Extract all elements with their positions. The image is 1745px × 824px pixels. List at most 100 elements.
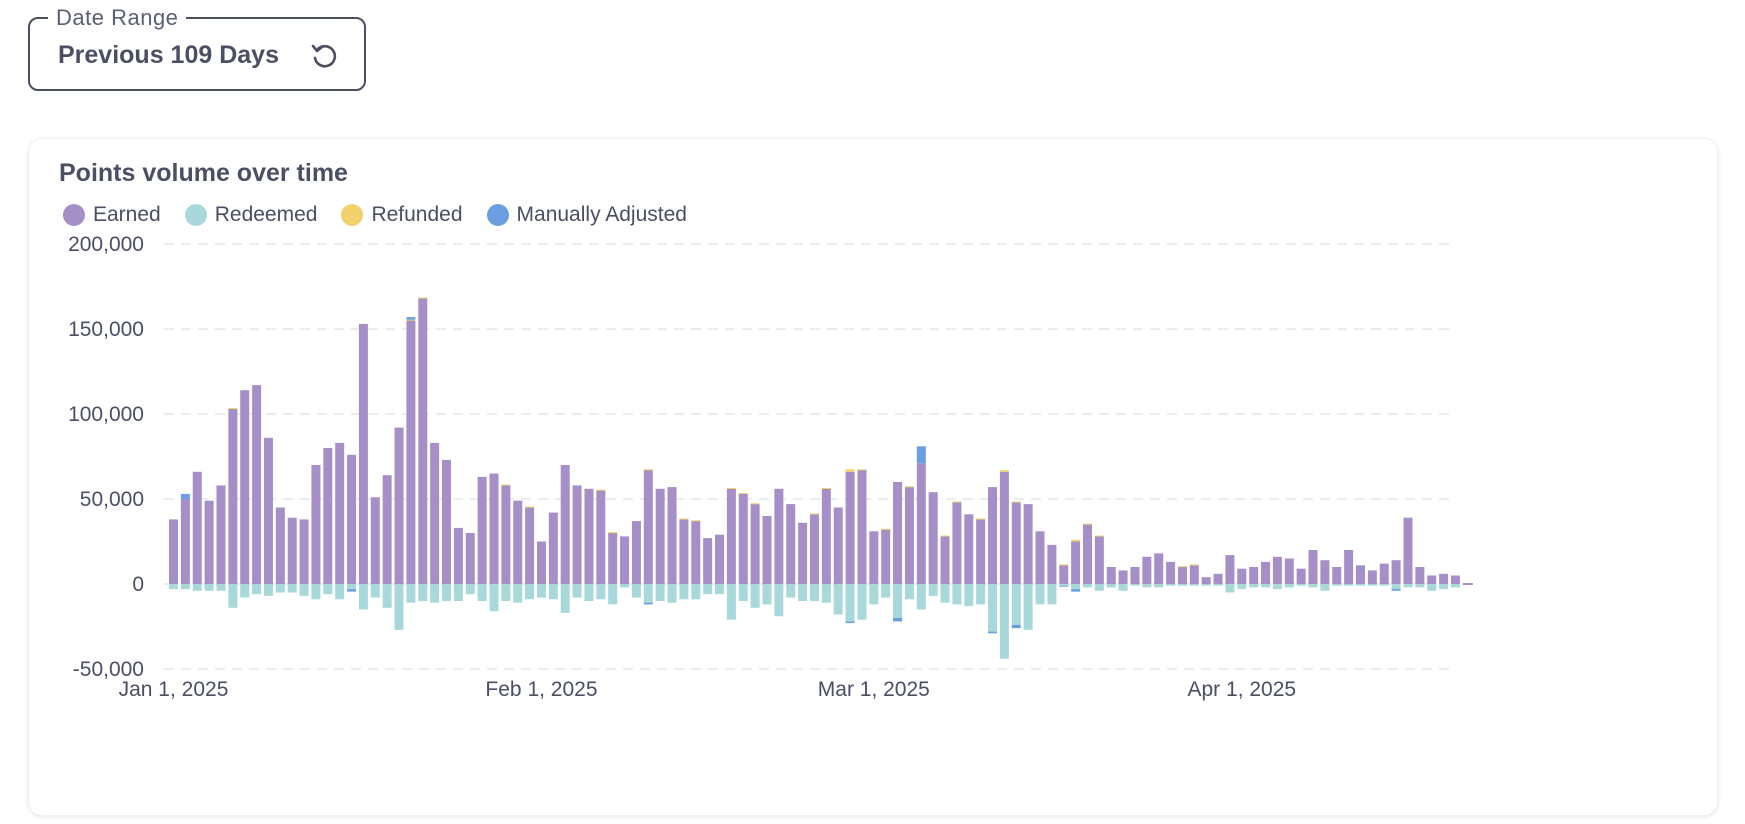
bar-redeemed [881, 584, 891, 598]
bar-redeemed [1082, 584, 1092, 588]
legend-item-redeemed[interactable]: Redeemed [184, 203, 317, 227]
bar-earned [631, 521, 641, 584]
bar-redeemed [857, 584, 867, 620]
bar-redeemed [453, 584, 463, 601]
bar-refunded [643, 469, 653, 471]
bar-earned [893, 482, 903, 584]
bar-earned [1035, 531, 1045, 584]
bar-earned [192, 471, 202, 584]
bar-earned [655, 488, 665, 584]
bar-earned [501, 485, 511, 584]
bar-refunded [1177, 566, 1187, 568]
bar-redeemed [1023, 584, 1033, 630]
bar-redeemed [608, 584, 618, 605]
legend-item-manually-adjusted[interactable]: Manually Adjusted [486, 203, 687, 227]
bar-earned [228, 408, 238, 584]
legend-dot-earned [63, 204, 85, 226]
bar-refunded [750, 503, 760, 505]
bar-redeemed [821, 584, 831, 603]
date-range-filter[interactable]: Date Range Previous 109 Days [28, 5, 366, 91]
bar-redeemed [382, 584, 392, 608]
bar-earned [1059, 565, 1069, 584]
bar-earned [762, 516, 772, 584]
bar-redeemed [1249, 584, 1259, 588]
bar-redeemed [418, 584, 428, 601]
bar-redeemed [976, 584, 986, 605]
legend-item-refunded[interactable]: Refunded [341, 203, 463, 227]
bar-redeemed [893, 584, 903, 618]
bar-redeemed [299, 584, 309, 596]
bar-earned [798, 522, 808, 584]
bar-redeemed [750, 584, 760, 608]
bar-redeemed [1450, 584, 1460, 588]
bar-redeemed [263, 584, 273, 596]
bar-manually-adjusted [1011, 624, 1021, 629]
bar-redeemed [1261, 584, 1271, 588]
bar-earned [287, 517, 297, 584]
bar-redeemed [798, 584, 808, 601]
bar-redeemed [477, 584, 487, 601]
bar-refunded [1071, 539, 1081, 542]
bar-manually-adjusted [643, 602, 653, 605]
bar-redeemed [703, 584, 713, 595]
bar-earned [275, 507, 285, 584]
bar-redeemed [370, 584, 380, 598]
points-volume-chart: -50,000 0 50,000 100,000 150,000 200,000 Jan 1… [68, 233, 1473, 701]
bar-earned [358, 323, 368, 584]
bar-earned [1011, 502, 1021, 584]
bar-earned [453, 527, 463, 584]
bar-earned [620, 536, 630, 584]
chart-card: Points volume over time Earned Redeemed … [28, 138, 1718, 816]
bar-redeemed [513, 584, 523, 603]
bar-redeemed [1284, 584, 1294, 588]
bar-earned [976, 519, 986, 584]
bar-earned [786, 504, 796, 584]
legend-dot-manually-adjusted [486, 204, 509, 226]
bar-redeemed [584, 584, 594, 601]
bar-earned [904, 487, 914, 584]
y-tick-label: 200,000 [68, 233, 144, 256]
bar-manually-adjusted [1391, 589, 1401, 591]
bar-refunded [881, 528, 891, 530]
bar-earned [1189, 565, 1199, 584]
bar-earned [204, 500, 214, 584]
bar-redeemed [169, 584, 178, 590]
reset-icon[interactable] [309, 41, 339, 71]
bar-earned [572, 485, 582, 584]
bar-refunded [525, 506, 535, 508]
bar-redeemed [1332, 584, 1342, 586]
bar-earned [964, 514, 974, 584]
date-range-value[interactable]: Previous 109 Days [58, 41, 279, 69]
bar-refunded [1082, 523, 1092, 525]
bar-manually-adjusted [180, 493, 190, 499]
bar-earned [1130, 567, 1140, 584]
bar-redeemed [1106, 584, 1116, 588]
x-tick-label: Jan 1, 2025 [119, 678, 229, 701]
bar-redeemed [1201, 584, 1211, 586]
bar-refunded [1094, 535, 1104, 537]
bar-redeemed [323, 584, 333, 595]
bar-manually-adjusted [1059, 585, 1069, 587]
bar-redeemed [679, 584, 689, 600]
bar-earned [1308, 550, 1318, 584]
bar-earned [1237, 568, 1247, 584]
bar-redeemed [691, 584, 701, 600]
bar-earned [988, 487, 998, 584]
bar-earned [940, 536, 950, 584]
legend-dot-redeemed [184, 204, 207, 226]
x-tick-label: Mar 1, 2025 [818, 678, 930, 701]
bar-redeemed [1071, 584, 1081, 590]
bar-redeemed [1272, 584, 1282, 590]
bar-redeemed [1154, 584, 1164, 588]
legend-item-earned[interactable]: Earned [63, 203, 161, 227]
bar-redeemed [1142, 584, 1152, 588]
bar-redeemed [631, 584, 641, 598]
bar-earned [536, 541, 546, 584]
bar-earned [1320, 560, 1330, 584]
bar-earned [1106, 567, 1116, 584]
bar-redeemed [1379, 584, 1389, 586]
bar-refunded [809, 513, 819, 515]
bar-earned [548, 512, 558, 584]
bar-earned [584, 488, 594, 584]
bar-redeemed [228, 584, 238, 608]
